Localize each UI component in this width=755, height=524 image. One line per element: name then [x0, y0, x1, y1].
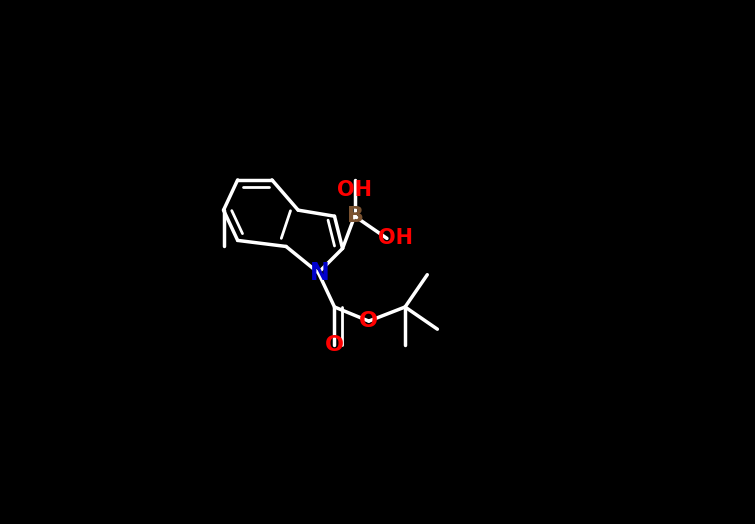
- Text: N: N: [310, 260, 330, 285]
- Text: OH: OH: [337, 180, 372, 200]
- Text: B: B: [347, 206, 364, 226]
- Text: OH: OH: [378, 228, 413, 248]
- Text: O: O: [359, 311, 378, 331]
- Text: O: O: [325, 335, 344, 355]
